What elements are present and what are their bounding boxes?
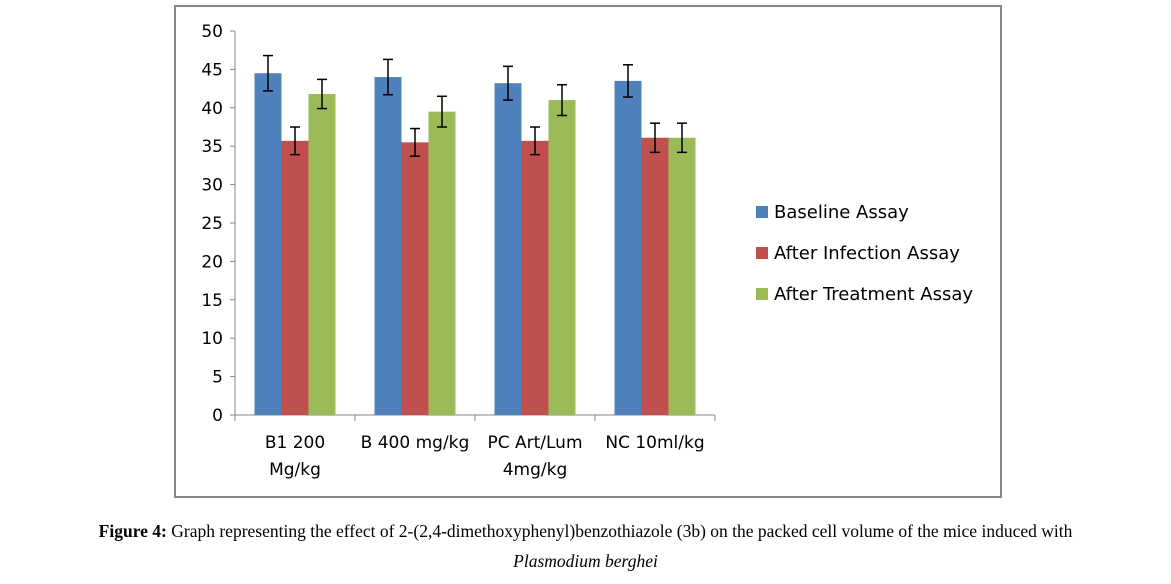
bar [641,137,669,415]
legend-label: After Treatment Assay [774,284,973,305]
y-tick-label: 20 [201,252,223,272]
y-tick-label: 5 [212,368,223,388]
bar [521,140,549,415]
y-tick-label: 0 [212,406,223,426]
caption-text: Graph representing the effect of 2-(2,4-… [166,521,1073,541]
bar [668,137,696,415]
y-tick-label: 10 [201,329,223,349]
caption-species: Plasmodium berghei [513,551,658,571]
y-tick-label: 50 [201,22,223,42]
bar [374,77,402,415]
bar [254,73,282,416]
bar [281,140,309,415]
chart-frame: 0 5 10 15 20 25 30 35 40 45 50 B1 200 Mg/kg B 400 mg/… [174,5,1002,498]
y-tick-label: 35 [201,137,223,157]
bar [308,93,336,415]
y-tick-label: 25 [201,214,223,234]
legend-swatch [756,247,768,259]
legend-label: Baseline Assay [774,202,909,223]
x-tick-label: PC Art/Lum [487,433,582,453]
x-tick-label: B1 200 [265,433,325,453]
bar [614,80,642,416]
legend-swatch [756,288,768,300]
bar-chart: 0 5 10 15 20 25 30 35 40 45 50 B1 200 Mg/kg B 400 mg/… [201,22,973,480]
x-tick-label: NC 10ml/kg [605,433,704,453]
legend-label: After Infection Assay [774,243,960,264]
y-tick-label: 30 [201,176,223,196]
bar [548,100,576,416]
bar [494,83,522,415]
legend-swatch [756,206,768,218]
x-tick-label: Mg/kg [269,460,321,480]
caption-line-1: Figure 4: Graph representing the effect … [0,516,1171,546]
figure-caption: Figure 4: Graph representing the effect … [0,516,1171,576]
bar [401,142,429,416]
caption-label: Figure 4: [98,521,167,541]
y-tick-label: 45 [201,60,223,80]
y-tick-label: 15 [201,291,223,311]
x-tick-label: B 400 mg/kg [361,433,470,453]
y-tick-label: 40 [201,99,223,119]
bar [428,111,456,415]
x-tick-label: 4mg/kg [503,460,568,480]
